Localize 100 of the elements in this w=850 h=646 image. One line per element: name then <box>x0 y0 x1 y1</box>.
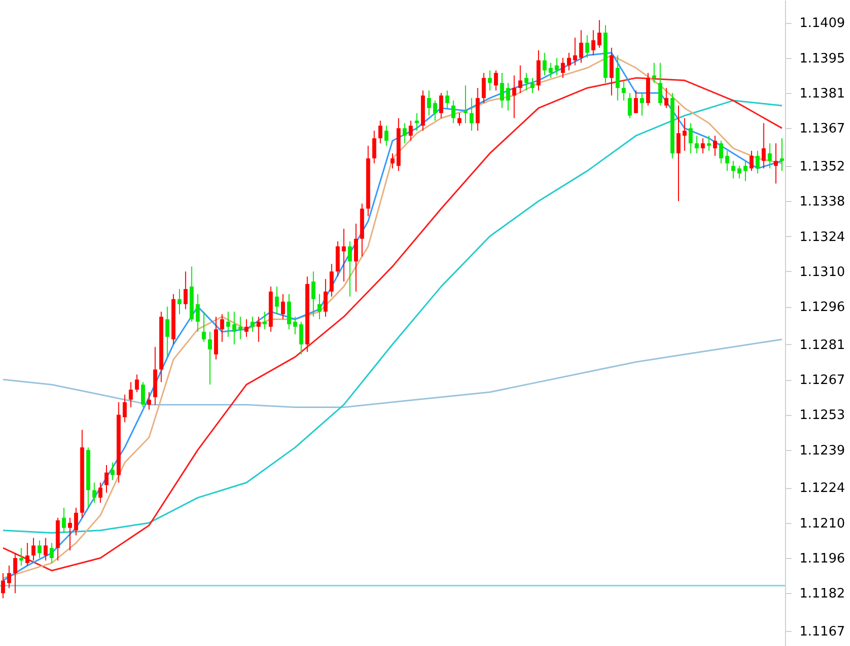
candlestick <box>579 30 584 64</box>
candlestick <box>220 314 224 342</box>
candlestick <box>74 507 78 536</box>
candlestick <box>597 20 602 48</box>
candlestick <box>585 34 590 58</box>
candlestick <box>622 80 626 102</box>
candlestick <box>31 537 36 562</box>
candlestick <box>122 394 127 423</box>
candlestick <box>402 122 407 144</box>
candlestick <box>640 92 644 116</box>
candlestick <box>750 150 754 172</box>
candlestick <box>688 122 693 154</box>
candlestick <box>342 228 346 282</box>
candlestick <box>232 311 236 345</box>
y-tick-label: 1.1367 <box>800 122 845 137</box>
line-series <box>2 338 783 408</box>
y-tick-label: 1.1167 <box>800 624 845 640</box>
candlestick <box>44 537 48 562</box>
candlestick <box>384 125 388 146</box>
candlestick <box>390 152 394 169</box>
candlestick <box>354 223 358 292</box>
candlestick <box>439 92 444 119</box>
y-tick-label: 1.1253 <box>800 408 845 424</box>
candlestick <box>274 286 279 315</box>
candlestick <box>548 62 553 78</box>
candlestick <box>560 57 565 78</box>
candlestick <box>287 294 292 330</box>
candlestick <box>348 240 352 298</box>
candlestick <box>378 120 382 144</box>
candlestick <box>518 64 522 94</box>
candlestick <box>762 122 766 169</box>
candlestick <box>62 507 66 534</box>
candlestick <box>250 316 255 332</box>
candlestick <box>445 90 450 109</box>
candlestick <box>202 311 206 342</box>
candlestick <box>756 150 760 174</box>
candlestick <box>500 72 504 109</box>
candlestick <box>682 118 687 152</box>
candlestick <box>92 482 96 504</box>
candlestick <box>184 270 188 310</box>
candlestick <box>98 482 102 504</box>
candlestick <box>178 288 182 315</box>
y-tick-label: 1.1381 <box>800 86 845 102</box>
y-tick-label: 1.1324 <box>800 230 845 245</box>
candlestick <box>433 100 438 122</box>
candlestick <box>524 72 528 91</box>
candlestick <box>743 160 748 182</box>
y-tick-label: 1.1310 <box>800 264 845 280</box>
candlestick <box>628 92 632 119</box>
y-tick-label: 1.1281 <box>800 338 845 353</box>
candlestick <box>408 120 413 142</box>
candlestick <box>7 565 12 589</box>
candlestick <box>652 62 656 84</box>
y-tick-label: 1.1196 <box>800 552 845 567</box>
y-tick-label: 1.1395 <box>800 51 845 66</box>
candlestick <box>737 165 742 179</box>
candlestick <box>13 552 18 594</box>
candlestick <box>731 160 736 179</box>
candlestick <box>208 331 212 386</box>
y-tick-label: 1.1296 <box>800 300 845 316</box>
candlestick <box>566 52 571 71</box>
candlestick <box>610 47 614 96</box>
candlestick <box>147 392 152 410</box>
candlestick <box>330 263 334 298</box>
candlestick <box>196 294 200 332</box>
candlestick <box>141 382 146 408</box>
candlestick <box>591 30 596 56</box>
y-tick-label: 1.1267 <box>800 373 845 388</box>
candlestick <box>293 316 298 335</box>
candlestick <box>457 112 462 126</box>
candlestick <box>719 140 724 164</box>
candlestick <box>238 316 242 340</box>
candlestick <box>1 572 6 599</box>
candlestick <box>128 382 133 408</box>
candlestick <box>414 112 419 132</box>
candlestick <box>324 278 328 318</box>
candlestick <box>713 135 718 156</box>
candlestick <box>774 142 778 184</box>
candlestick <box>694 135 699 154</box>
candlestick <box>104 464 108 494</box>
candlestick <box>634 90 638 114</box>
candlestick <box>50 542 54 564</box>
candlestick <box>226 311 230 338</box>
candlestick <box>768 142 772 169</box>
candlestick <box>165 306 170 358</box>
y-tick-label: 1.1182 <box>800 586 845 602</box>
candlestick <box>530 77 534 94</box>
candlestick <box>427 90 432 116</box>
candlestick <box>134 374 139 393</box>
candlestick <box>554 57 559 76</box>
candlestick <box>262 311 267 330</box>
candlestick <box>25 542 30 566</box>
candlestick <box>110 462 115 481</box>
candlestick <box>616 54 620 102</box>
candlestick <box>470 98 474 132</box>
candlestick <box>725 150 730 172</box>
candlestick <box>451 100 456 124</box>
candlestick <box>280 294 285 320</box>
candlestick <box>244 318 248 338</box>
candlestick <box>658 62 662 106</box>
